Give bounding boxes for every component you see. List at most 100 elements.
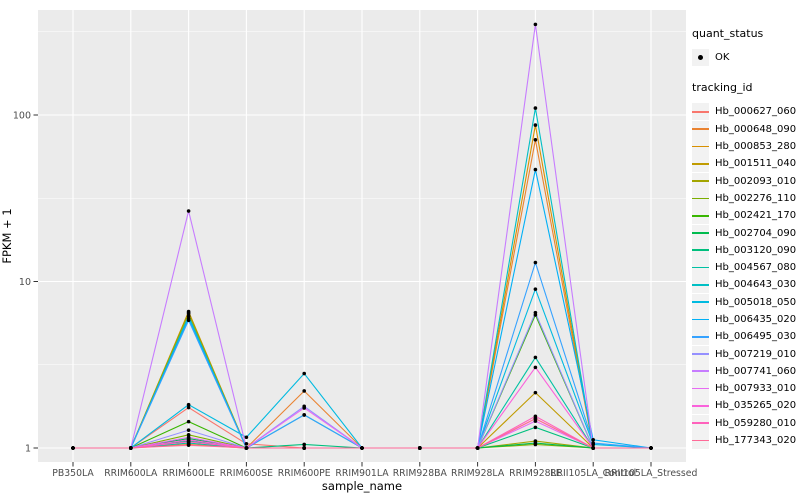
legend-key-box [692,103,709,121]
legend-title-tracking-id: tracking_id [692,81,753,95]
legend-item-label: Hb_059280_010 [715,417,797,429]
data-point [533,137,538,142]
series-color-line-icon [692,266,709,269]
legend-item-label: Hb_004643_030 [715,279,797,291]
legend-item-Hb_003120_090: Hb_003120_090 [692,241,797,259]
legend-key-box [692,155,709,173]
data-point [186,402,191,407]
x-axis-title: sample_name [321,479,403,493]
data-point [533,287,538,291]
data-point [186,435,191,440]
legend-item-Hb_000648_090: Hb_000648_090 [692,120,796,138]
legend-key-box [692,345,709,363]
legend-key-box [692,276,709,294]
legend-item-label: Hb_007219_010 [715,348,797,360]
data-point [649,446,653,450]
legend-item-label: Hb_003120_090 [715,244,797,256]
data-point [591,446,595,450]
legend-key-box [692,207,709,225]
legend-item-Hb_006495_030: Hb_006495_030 [692,328,797,346]
legend-key-box [692,328,709,346]
y-axis-title: FPKM + 1 [0,208,14,264]
legend-key-box [692,224,709,242]
x-tick-label: RRIM901LA [335,468,389,479]
legend-item-Hb_002093_010: Hb_002093_010 [692,172,797,190]
x-tick-label: RRIM928BA [393,468,448,479]
series-color-line-icon [692,422,709,425]
legend-tracking-entries: Hb_000627_060 Hb_000648_090 Hb_000853_280 H… [692,103,797,450]
legend-key-box [692,172,709,190]
legend-item-Hb_007741_060: Hb_007741_060 [692,362,797,380]
legend-item-Hb_059280_010: Hb_059280_010 [692,414,797,432]
data-point [533,365,538,370]
y-tick-label: 1 [25,444,31,455]
data-point [71,446,75,450]
legend-item-label: Hb_007741_060 [715,365,797,377]
legend-key-box [692,414,709,432]
data-point [302,406,307,410]
series-color-line-icon [692,370,709,373]
data-point [533,355,538,360]
legend-item-label: Hb_006495_030 [715,331,797,343]
data-point [186,209,191,213]
legend-item-label: Hb_001511_040 [715,158,797,170]
data-point [533,310,538,315]
series-color-line-icon [692,353,709,355]
legend-spacer [692,66,796,81]
x-tick-label: RRIM600SE [220,468,273,479]
data-point [302,389,307,393]
series-color-line-icon [692,249,709,252]
legend-item-Hb_000853_280: Hb_000853_280 [692,138,796,156]
data-point [244,441,249,446]
legend-item-Hb_000627_060: Hb_000627_060 [692,103,797,121]
data-point [533,106,538,110]
legend-item-Hb_002704_090: Hb_002704_090 [692,224,796,242]
y-tick-label: 10 [19,277,31,288]
legend-item-label: Hb_000627_060 [715,106,797,118]
point-symbol-icon [698,55,703,61]
series-color-line-icon [692,439,709,442]
legend-key-box [692,362,709,380]
data-point [533,22,538,27]
legend-item-Hb_001511_040: Hb_001511_040 [692,155,797,173]
data-point [533,123,538,127]
legend-key-box [692,432,709,450]
x-tick-label: RRIM600LE [162,468,215,479]
data-point [186,439,191,444]
data-point [533,390,538,395]
legend-item-label: Hb_002421_170 [715,210,797,222]
x-tick-label: PB350LA [52,468,94,479]
legend-item-label: Hb_002093_010 [715,175,797,187]
data-point [591,441,595,445]
legend-item-label: Hb_177343_020 [715,435,797,447]
legend-key-box [692,138,709,156]
series-color-line-icon [692,387,709,390]
legend-item-label: OK [715,52,730,64]
legend-item-Hb_005018_050: Hb_005018_050 [692,293,797,311]
legend-item-label: Hb_004567_080 [715,262,797,274]
series-color-line-icon [692,405,709,407]
series-color-line-icon [692,128,709,131]
data-point [186,419,191,424]
legend-title-quant-status: quant_status [692,27,764,40]
series-color-line-icon [692,162,709,165]
legend-item-Hb_177343_020: Hb_177343_020 [692,432,797,450]
legend-key-box [692,120,709,138]
data-point [244,446,249,450]
legend-item-Hb_002421_170: Hb_002421_170 [692,207,797,225]
data-point [244,435,249,440]
legend-key-box [692,241,709,259]
series-color-line-icon [692,180,709,182]
series-color-line-icon [692,232,709,234]
legend-key-box [692,189,709,207]
x-tick-label: RRII105LA_Control [550,468,636,479]
data-point [418,446,422,450]
data-point [302,446,307,450]
x-tick-label: RRIM928LE [509,468,562,479]
legend-item-label: Hb_005018_050 [715,296,797,308]
legend-item-ok: OK [692,49,796,67]
x-tick-label: RRII105LA_Stressed [605,468,698,479]
data-point [475,446,480,450]
